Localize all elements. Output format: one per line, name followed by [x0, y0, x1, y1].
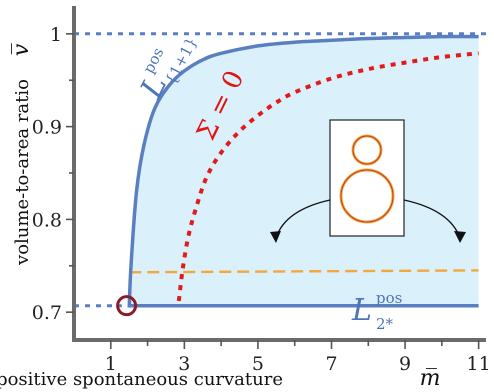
axes: 1 3 5 7 9 11 0.7 0.8 0.9 1 [32, 6, 491, 375]
y-tick-label-0.7: 0.7 [32, 302, 62, 324]
inset-arrows [270, 199, 466, 243]
x-tick-label-5: 5 [252, 353, 264, 375]
series-sigma-zero-line [176, 51, 479, 302]
reference-lines [74, 32, 486, 308]
series-dashed-orange-line [129, 269, 479, 274]
vesicle-mother-inner [340, 169, 394, 223]
shaded-region [129, 36, 479, 308]
x-tick-label-1: 1 [105, 353, 117, 375]
x-tick-label-3: 3 [178, 353, 190, 375]
y-axis-symbol: v̅ [9, 43, 34, 56]
arrow-left-head [270, 231, 281, 243]
x-tick-label-11: 11 [467, 353, 491, 375]
series-label-l2star-sup: pos [376, 289, 402, 307]
x-axis-symbol: m̅ [420, 366, 441, 391]
vesicle-bud-inner [352, 135, 382, 165]
y-tick-label-1: 1 [50, 24, 62, 46]
arrow-right-head [454, 231, 466, 243]
inset-vesicle [329, 119, 405, 237]
x-tick-label-7: 7 [325, 353, 337, 375]
x-axis-label: positive spontaneous curvature [0, 369, 283, 390]
series-label-l2star: L pos 2* [351, 289, 402, 333]
series-lines [127, 34, 479, 308]
marker-layer [116, 295, 138, 317]
y-axis-label: volume-to-area ratio [12, 79, 33, 266]
y-tick-label-0.8: 0.8 [32, 209, 62, 231]
shaded-region-area [129, 36, 479, 308]
series-label-l2star-sub: 2* [376, 315, 394, 333]
x-tick-label-9: 9 [399, 353, 411, 375]
series-l11-line [127, 34, 479, 308]
critical-point-marker [116, 295, 138, 317]
series-label-l2star-main: L [351, 293, 372, 328]
y-tick-label-0.9: 0.9 [32, 117, 62, 139]
